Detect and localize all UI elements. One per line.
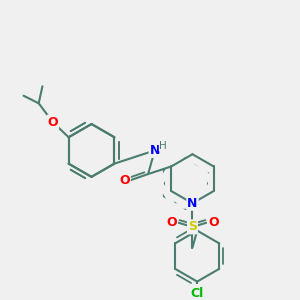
Text: O: O (47, 116, 58, 129)
Text: Cl: Cl (190, 287, 204, 300)
Text: N: N (149, 144, 160, 157)
Text: S: S (188, 220, 197, 233)
Text: N: N (187, 197, 198, 210)
Text: H: H (159, 141, 167, 151)
Text: O: O (208, 216, 218, 229)
Text: O: O (119, 174, 130, 187)
Text: O: O (167, 216, 177, 229)
